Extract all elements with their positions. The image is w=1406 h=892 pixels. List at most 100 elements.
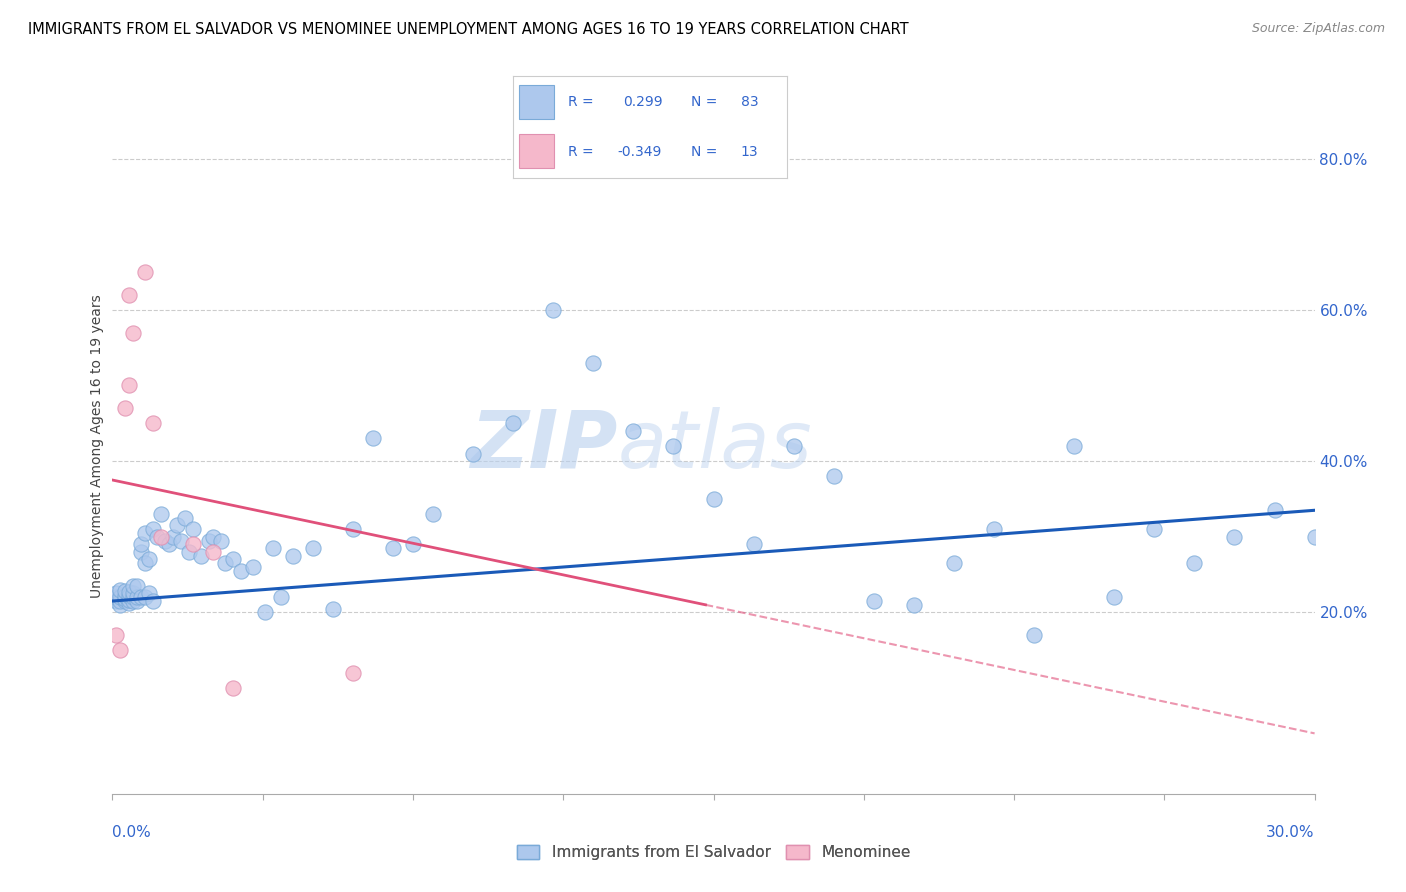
- Point: [823, 469, 845, 483]
- Point: [105, 628, 128, 642]
- Y-axis label: Unemployment Among Ages 16 to 19 years: Unemployment Among Ages 16 to 19 years: [90, 294, 104, 598]
- Point: [190, 549, 212, 563]
- Point: [134, 556, 156, 570]
- Point: [702, 491, 725, 506]
- Point: [117, 585, 139, 599]
- Point: [129, 591, 152, 605]
- Point: [1102, 591, 1125, 605]
- Point: [114, 401, 136, 416]
- Point: [863, 594, 886, 608]
- Point: [105, 594, 128, 608]
- Point: [110, 594, 132, 608]
- Point: [138, 586, 160, 600]
- Point: [173, 511, 195, 525]
- Point: [1264, 503, 1286, 517]
- Point: [1303, 530, 1326, 544]
- Point: [242, 560, 264, 574]
- Point: [105, 586, 128, 600]
- Point: [162, 530, 184, 544]
- Point: [141, 417, 163, 431]
- Point: [1184, 556, 1206, 570]
- Point: [145, 530, 167, 544]
- Point: [342, 522, 364, 536]
- Point: [322, 601, 344, 615]
- Point: [134, 265, 156, 279]
- Point: [177, 545, 200, 559]
- Point: [129, 537, 152, 551]
- Point: [942, 556, 965, 570]
- Point: [1143, 522, 1166, 536]
- Point: [121, 594, 143, 608]
- FancyBboxPatch shape: [519, 135, 554, 168]
- Point: [121, 591, 143, 605]
- Point: [229, 564, 252, 578]
- Point: [169, 533, 191, 548]
- Point: [181, 522, 204, 536]
- Point: [125, 594, 148, 608]
- Point: [1024, 628, 1046, 642]
- Text: 30.0%: 30.0%: [1267, 825, 1315, 840]
- Text: IMMIGRANTS FROM EL SALVADOR VS MENOMINEE UNEMPLOYMENT AMONG AGES 16 TO 19 YEARS : IMMIGRANTS FROM EL SALVADOR VS MENOMINEE…: [28, 22, 908, 37]
- Point: [222, 552, 245, 566]
- Point: [201, 530, 224, 544]
- Point: [382, 541, 405, 555]
- Point: [117, 589, 139, 603]
- Text: R =: R =: [568, 145, 593, 159]
- Point: [105, 591, 128, 605]
- Point: [134, 526, 156, 541]
- Point: [141, 522, 163, 536]
- Point: [662, 439, 685, 453]
- Point: [110, 598, 132, 612]
- Text: Source: ZipAtlas.com: Source: ZipAtlas.com: [1251, 22, 1385, 36]
- Point: [153, 533, 176, 548]
- Point: [125, 591, 148, 605]
- Text: 0.299: 0.299: [623, 95, 662, 110]
- Point: [181, 537, 204, 551]
- Point: [149, 530, 172, 544]
- Point: [197, 533, 219, 548]
- Point: [621, 424, 644, 438]
- Text: N =: N =: [692, 95, 718, 110]
- Legend: Immigrants from El Salvador, Menominee: Immigrants from El Salvador, Menominee: [510, 839, 917, 866]
- Point: [157, 537, 180, 551]
- Text: ZIP: ZIP: [470, 407, 617, 485]
- Point: [543, 302, 565, 317]
- Point: [141, 594, 163, 608]
- Point: [342, 665, 364, 680]
- Text: 13: 13: [741, 145, 758, 159]
- Point: [121, 579, 143, 593]
- Point: [302, 541, 325, 555]
- Point: [138, 552, 160, 566]
- Point: [129, 545, 152, 559]
- Point: [121, 326, 143, 340]
- Point: [281, 549, 304, 563]
- Point: [402, 537, 425, 551]
- Point: [114, 594, 136, 608]
- Point: [114, 591, 136, 606]
- Point: [262, 541, 284, 555]
- Point: [114, 584, 136, 599]
- Point: [582, 356, 605, 370]
- Point: [1223, 530, 1246, 544]
- Point: [983, 522, 1005, 536]
- Point: [903, 598, 925, 612]
- Point: [134, 591, 156, 605]
- Text: -0.349: -0.349: [617, 145, 662, 159]
- Point: [121, 586, 143, 600]
- Point: [149, 507, 172, 521]
- Point: [422, 507, 444, 521]
- Point: [502, 417, 524, 431]
- Point: [110, 591, 132, 605]
- Text: N =: N =: [692, 145, 718, 159]
- Point: [361, 432, 384, 446]
- Point: [110, 582, 132, 597]
- Text: 83: 83: [741, 95, 758, 110]
- Point: [222, 681, 245, 695]
- Point: [209, 533, 232, 548]
- Point: [117, 596, 139, 610]
- Point: [201, 545, 224, 559]
- Point: [270, 591, 292, 605]
- Point: [742, 537, 765, 551]
- Point: [1063, 439, 1085, 453]
- Text: 0.0%: 0.0%: [112, 825, 152, 840]
